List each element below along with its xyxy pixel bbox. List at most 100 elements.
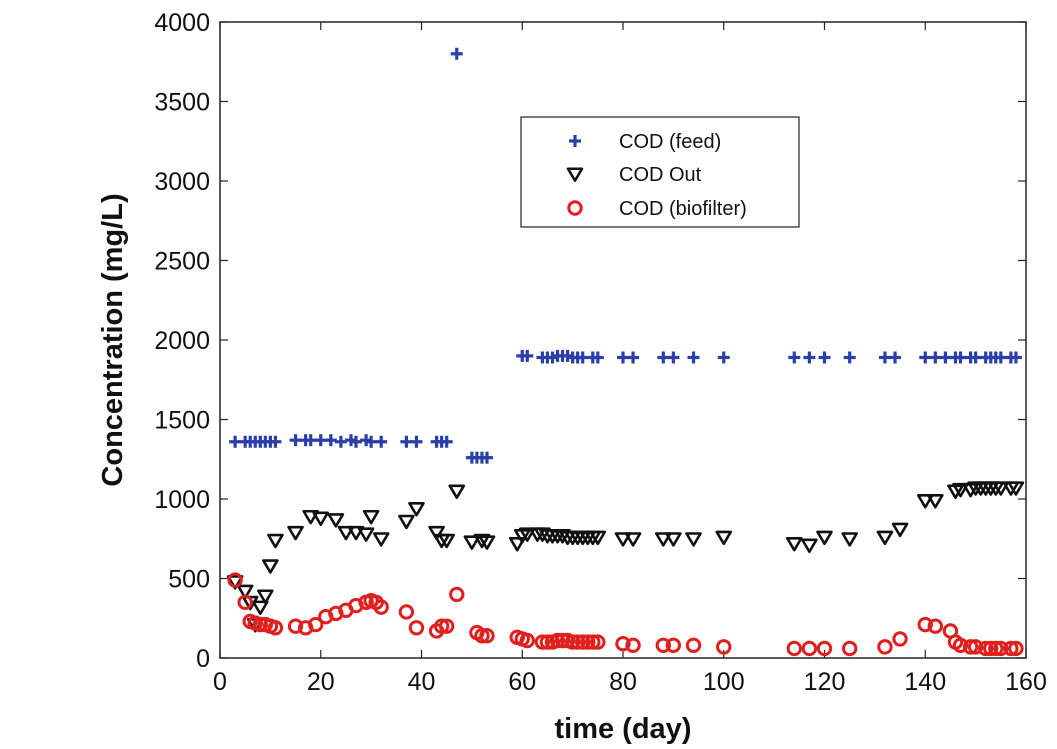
data-point — [585, 634, 601, 650]
data-point — [803, 351, 816, 364]
data-point — [575, 634, 591, 650]
data-point — [654, 532, 672, 547]
data-point — [716, 639, 732, 655]
data-point — [229, 435, 242, 448]
data-point — [978, 640, 994, 657]
data-point — [615, 635, 631, 652]
data-point — [962, 639, 979, 655]
data-point — [983, 640, 999, 657]
data-point — [627, 351, 640, 364]
data-point — [519, 632, 535, 649]
y-axis-title: Concentration (mg/L) — [97, 193, 129, 486]
data-point — [589, 530, 607, 546]
data-point — [590, 634, 606, 650]
data-point — [917, 616, 933, 633]
data-point — [438, 533, 455, 549]
data-point — [655, 637, 671, 653]
data-point — [1007, 481, 1025, 496]
data-point — [226, 575, 244, 590]
data-point — [400, 435, 413, 448]
data-point — [992, 481, 1010, 496]
data-point — [236, 584, 254, 600]
data-point — [474, 628, 490, 644]
data-point — [287, 618, 304, 634]
x-tick-label: 160 — [1005, 668, 1047, 696]
data-point — [334, 435, 347, 448]
data-point — [841, 640, 858, 657]
data-point — [252, 616, 268, 633]
data-point — [788, 351, 801, 364]
data-point — [362, 509, 380, 525]
data-point — [262, 559, 279, 574]
data-point — [818, 351, 831, 364]
data-point — [801, 640, 818, 657]
data-point — [564, 634, 581, 650]
data-point — [687, 351, 700, 364]
data-point — [534, 634, 551, 650]
data-point — [357, 527, 375, 542]
legend-label: COD Out — [619, 164, 702, 186]
series-circle — [227, 572, 1024, 657]
data-point — [302, 509, 319, 525]
data-point — [373, 599, 389, 615]
data-point — [375, 435, 388, 448]
data-point — [617, 351, 629, 364]
data-point — [1009, 351, 1022, 364]
data-point — [227, 572, 243, 588]
data-point — [685, 532, 702, 547]
data-point — [929, 351, 942, 364]
data-point — [539, 634, 556, 650]
data-point — [993, 640, 1009, 657]
y-tick-label: 2500 — [154, 248, 210, 276]
legend-label: COD (biofilter) — [619, 198, 747, 220]
data-point — [591, 351, 604, 364]
data-point — [554, 529, 571, 544]
data-point — [347, 525, 365, 541]
series-plus — [229, 47, 1022, 464]
y-tick-label: 1500 — [154, 407, 210, 435]
x-tick-label: 40 — [408, 668, 436, 696]
data-point — [324, 434, 337, 447]
data-point — [927, 494, 944, 509]
data-point — [463, 535, 481, 550]
data-point — [801, 538, 818, 554]
data-point — [269, 435, 282, 448]
x-tick-label: 20 — [307, 668, 335, 696]
data-point — [580, 634, 596, 650]
data-point — [337, 525, 355, 541]
data-point — [350, 435, 363, 448]
data-point — [327, 513, 345, 528]
data-point — [534, 527, 551, 542]
legend-marker — [569, 135, 581, 147]
data-point — [919, 351, 932, 364]
data-point — [408, 501, 425, 517]
data-point — [952, 637, 969, 653]
data-point — [916, 494, 934, 509]
data-point — [717, 351, 730, 364]
legend-marker — [567, 200, 583, 216]
data-point — [891, 522, 909, 538]
x-tick-label: 80 — [609, 668, 637, 696]
data-point — [438, 618, 455, 634]
data-point — [549, 632, 566, 649]
data-point — [428, 525, 445, 541]
data-point — [994, 351, 1007, 364]
data-point — [1008, 640, 1024, 657]
data-point — [816, 640, 833, 657]
data-point — [521, 349, 534, 362]
data-point — [954, 351, 967, 364]
data-point — [624, 532, 642, 547]
legend: COD (feed) COD Out COD (biofilter) — [520, 116, 800, 228]
data-point — [237, 594, 253, 611]
data-point — [398, 514, 415, 530]
data-point — [408, 620, 425, 636]
data-point — [314, 434, 327, 447]
data-point — [312, 511, 330, 527]
legend-marker — [566, 167, 584, 182]
data-point — [289, 434, 302, 447]
data-point — [657, 351, 670, 364]
data-point — [252, 600, 269, 616]
axis-ticks: 0 20 40 60 80 100 120 140 160 0 500 1000 1500 2000 250… — [154, 9, 1046, 696]
data-markers — [226, 47, 1025, 657]
